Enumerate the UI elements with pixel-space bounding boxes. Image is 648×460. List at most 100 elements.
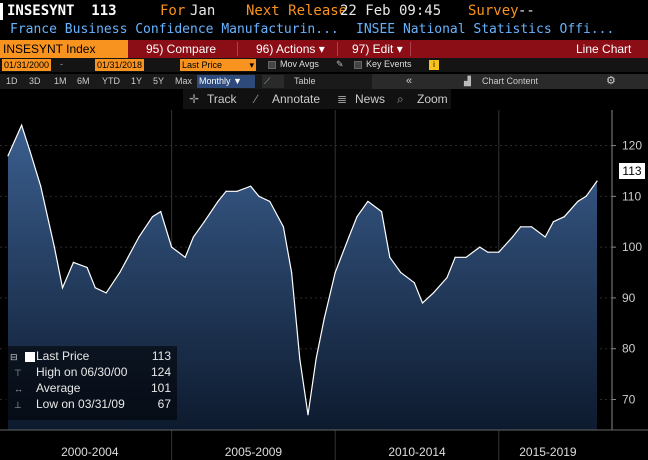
data-point <box>465 256 467 258</box>
data-point <box>203 221 205 223</box>
news-tool[interactable]: News <box>355 92 386 106</box>
data-source: INSEE National Statistics Offi... <box>356 22 615 37</box>
ticker-value: 113 <box>91 3 117 19</box>
legend-value: 101 <box>150 381 171 395</box>
data-point <box>446 277 448 279</box>
for-period: Jan <box>190 3 216 19</box>
data-point <box>380 210 383 213</box>
for-label: For <box>160 3 186 19</box>
pencil-icon[interactable]: ✎ <box>336 59 344 69</box>
data-point <box>585 195 587 197</box>
data-point <box>511 236 514 238</box>
ticker-symbol[interactable]: INSESYNT 113 <box>0 3 121 20</box>
data-point <box>53 246 55 248</box>
edit-menu[interactable]: 97) Edit ▾ <box>352 42 403 56</box>
frequency-select[interactable]: Monthly ▼ <box>197 75 255 88</box>
period-5y[interactable]: 5Y <box>153 76 165 86</box>
data-point <box>544 236 546 238</box>
data-point <box>421 302 424 304</box>
collapse-legend-icon[interactable]: ⊟ <box>10 352 18 362</box>
data-point <box>138 236 140 238</box>
period-6m[interactable]: 6M <box>77 76 90 86</box>
data-point <box>400 271 402 274</box>
data-point <box>389 256 391 258</box>
data-point <box>454 256 456 258</box>
x-tick-label: 2005-2009 <box>225 445 283 459</box>
high-marker-icon: ⊤ <box>14 368 22 378</box>
average-marker-icon: ↔ <box>14 384 23 394</box>
track-tool[interactable]: Track <box>207 92 237 106</box>
legend-label: Average <box>36 381 81 395</box>
compare-button[interactable]: 95) Compare <box>146 42 217 56</box>
data-point <box>552 221 554 223</box>
field-select[interactable]: Last Price ▾ <box>180 59 256 71</box>
next-release-label: Next Release <box>246 3 348 19</box>
x-tick-label: 2015-2019 <box>519 445 577 459</box>
legend-value: 124 <box>150 365 171 379</box>
chart-content-button[interactable]: Chart Content <box>482 76 539 86</box>
table-button[interactable]: Table <box>294 76 316 86</box>
data-point <box>258 195 260 197</box>
y-axis: 70 80 90 100 110 120 <box>612 139 642 407</box>
data-point <box>72 261 75 263</box>
data-point <box>61 287 64 289</box>
news-icon: ≣ <box>337 92 348 106</box>
bar-chart-icon: ▟ <box>464 76 471 86</box>
actions-menu[interactable]: 96) Actions ▾ <box>256 42 325 56</box>
info-icon[interactable]: i <box>429 60 439 70</box>
period-ytd[interactable]: YTD <box>102 76 120 86</box>
chevron-down-icon: ▾ <box>396 42 403 56</box>
data-point <box>225 190 227 192</box>
mov-avgs-checkbox[interactable] <box>268 61 276 69</box>
data-point <box>105 292 107 294</box>
data-point <box>577 200 579 203</box>
y-tick-label: 70 <box>622 393 636 407</box>
period-3d[interactable]: 3D <box>29 76 41 86</box>
chart-tool-strip: ✛ Track ∕ Annotate ≣ News ⌕ Zoom <box>183 89 451 109</box>
data-point <box>563 216 565 218</box>
data-point <box>192 236 195 238</box>
period-1d[interactable]: 1D <box>6 76 18 86</box>
key-events-checkbox[interactable] <box>354 61 362 69</box>
end-date-input[interactable]: 01/31/2018 <box>95 59 145 71</box>
description-row: France Business Confidence Manufacturin.… <box>0 21 648 39</box>
gear-icon[interactable]: ⚙ <box>606 75 616 87</box>
period-bar: 1D 3D 1M 6M YTD 1Y 5Y Max Monthly ▼ ⟋ Ta… <box>0 74 648 89</box>
data-point <box>29 150 31 152</box>
start-date-input[interactable]: 01/31/2000 <box>2 59 52 71</box>
survey-value: -- <box>518 3 535 19</box>
legend-label: High on 06/30/00 <box>36 365 128 379</box>
data-point <box>151 216 154 218</box>
period-max[interactable]: Max <box>175 76 193 86</box>
data-point <box>348 236 350 238</box>
data-point <box>7 155 9 157</box>
data-point <box>299 358 301 360</box>
data-point <box>119 271 121 274</box>
legend-value: 113 <box>151 349 171 363</box>
line-series <box>7 123 598 415</box>
x-axis: 2000-2004 2005-2009 2010-2014 2015-2019 <box>61 445 577 459</box>
data-point <box>171 246 173 248</box>
data-point <box>184 256 186 258</box>
data-point <box>596 180 598 182</box>
data-point <box>307 414 309 416</box>
data-point <box>290 271 293 274</box>
index-field[interactable]: INSESYNT Index <box>0 40 128 58</box>
period-1m[interactable]: 1M <box>54 76 67 86</box>
chart-line-icon[interactable]: ⟋ <box>262 75 284 88</box>
data-point <box>432 292 434 294</box>
next-release-value: 22 Feb 09:45 <box>340 3 442 19</box>
annotate-tool[interactable]: Annotate <box>272 92 321 106</box>
security-header: INSESYNT 113 For Jan Next Release 22 Feb… <box>0 0 648 22</box>
zoom-tool[interactable]: Zoom <box>417 92 448 106</box>
x-tick-label: 2000-2004 <box>61 445 119 459</box>
collapse-icon[interactable]: « <box>406 75 413 87</box>
data-point <box>236 190 238 192</box>
chart-type-label[interactable]: Line Chart <box>576 42 632 56</box>
data-point <box>520 226 522 228</box>
data-point <box>323 317 325 319</box>
low-marker-icon: ⊥ <box>14 400 22 410</box>
last-value-marker: 113 <box>619 163 645 179</box>
data-point <box>86 266 88 269</box>
period-1y[interactable]: 1Y <box>131 76 143 86</box>
